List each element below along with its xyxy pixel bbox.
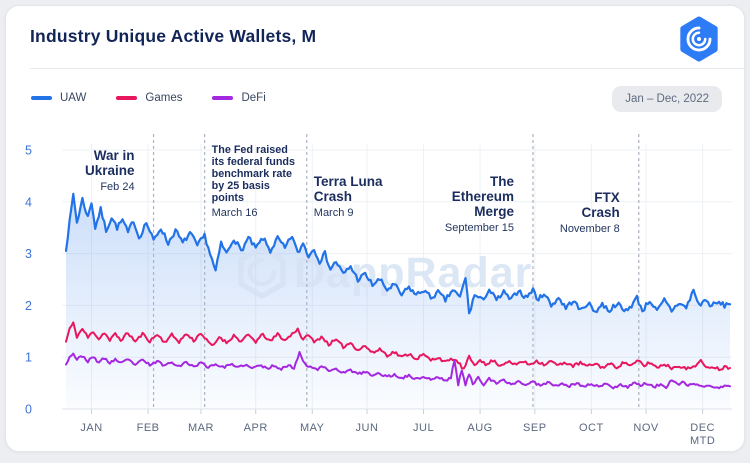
legend-label: DeFi <box>241 92 266 104</box>
x-axis-month-label: OCT <box>579 422 604 434</box>
x-axis-month-label: MAR <box>188 422 214 434</box>
dappradar-watermark: DappRadar <box>238 245 532 299</box>
x-axis-mtd-label: MTD <box>690 435 715 447</box>
line-chart-canvas: 5 4 3 2 1 0 JAN FEB MAR APR MAY JUN JUL AUG SEP OCT NOV D… <box>25 134 732 447</box>
games-line <box>65 321 731 372</box>
svg-text:DappRadar: DappRadar <box>294 249 532 297</box>
x-axis-month-label: APR <box>244 422 268 434</box>
x-axis-month-label: FEB <box>137 422 160 434</box>
legend-label: Games <box>145 92 183 104</box>
x-axis-month-label: SEP <box>523 422 547 434</box>
chart-legend: UAW Games DeFi <box>31 92 266 104</box>
x-axis-month-label: NOV <box>633 422 659 434</box>
x-axis-month-label: DEC <box>690 422 715 434</box>
x-axis-month-label: JUN <box>356 422 379 434</box>
page-title: Industry Unique Active Wallets, M <box>30 26 317 46</box>
header-divider <box>30 68 744 69</box>
x-axis-month-label: AUG <box>467 422 492 434</box>
defi-line <box>65 351 731 390</box>
x-axis-month-label: JUL <box>413 422 434 434</box>
dappradar-logo-icon[interactable] <box>676 16 722 62</box>
legend-item-uaw[interactable]: UAW <box>31 92 86 104</box>
x-axis-month-label: MAY <box>300 422 325 434</box>
y-axis-label: 0 <box>25 403 32 417</box>
y-axis-label: 5 <box>25 144 32 158</box>
y-axis-label: 4 <box>25 195 32 209</box>
uaw-area-fill <box>66 193 730 409</box>
y-axis-label: 1 <box>25 351 32 365</box>
legend-swatch-icon <box>31 96 52 100</box>
y-axis-label: 3 <box>25 247 32 261</box>
date-range-badge[interactable]: Jan – Dec, 2022 <box>612 86 722 112</box>
y-axis-label: 2 <box>25 299 32 313</box>
legend-swatch-icon <box>212 96 234 100</box>
chart-area: 5 4 3 2 1 0 JAN FEB MAR APR MAY JUN JUL AUG SEP OCT NOV D… <box>6 126 750 458</box>
chart-card: Industry Unique Active Wallets, M UAW Gam… <box>5 5 745 452</box>
x-axis-month-label: JAN <box>80 422 102 434</box>
legend-item-defi[interactable]: DeFi <box>212 92 266 104</box>
legend-swatch-icon <box>116 96 138 100</box>
legend-item-games[interactable]: Games <box>116 92 182 104</box>
uaw-line <box>64 192 732 315</box>
legend-label: UAW <box>60 92 87 104</box>
